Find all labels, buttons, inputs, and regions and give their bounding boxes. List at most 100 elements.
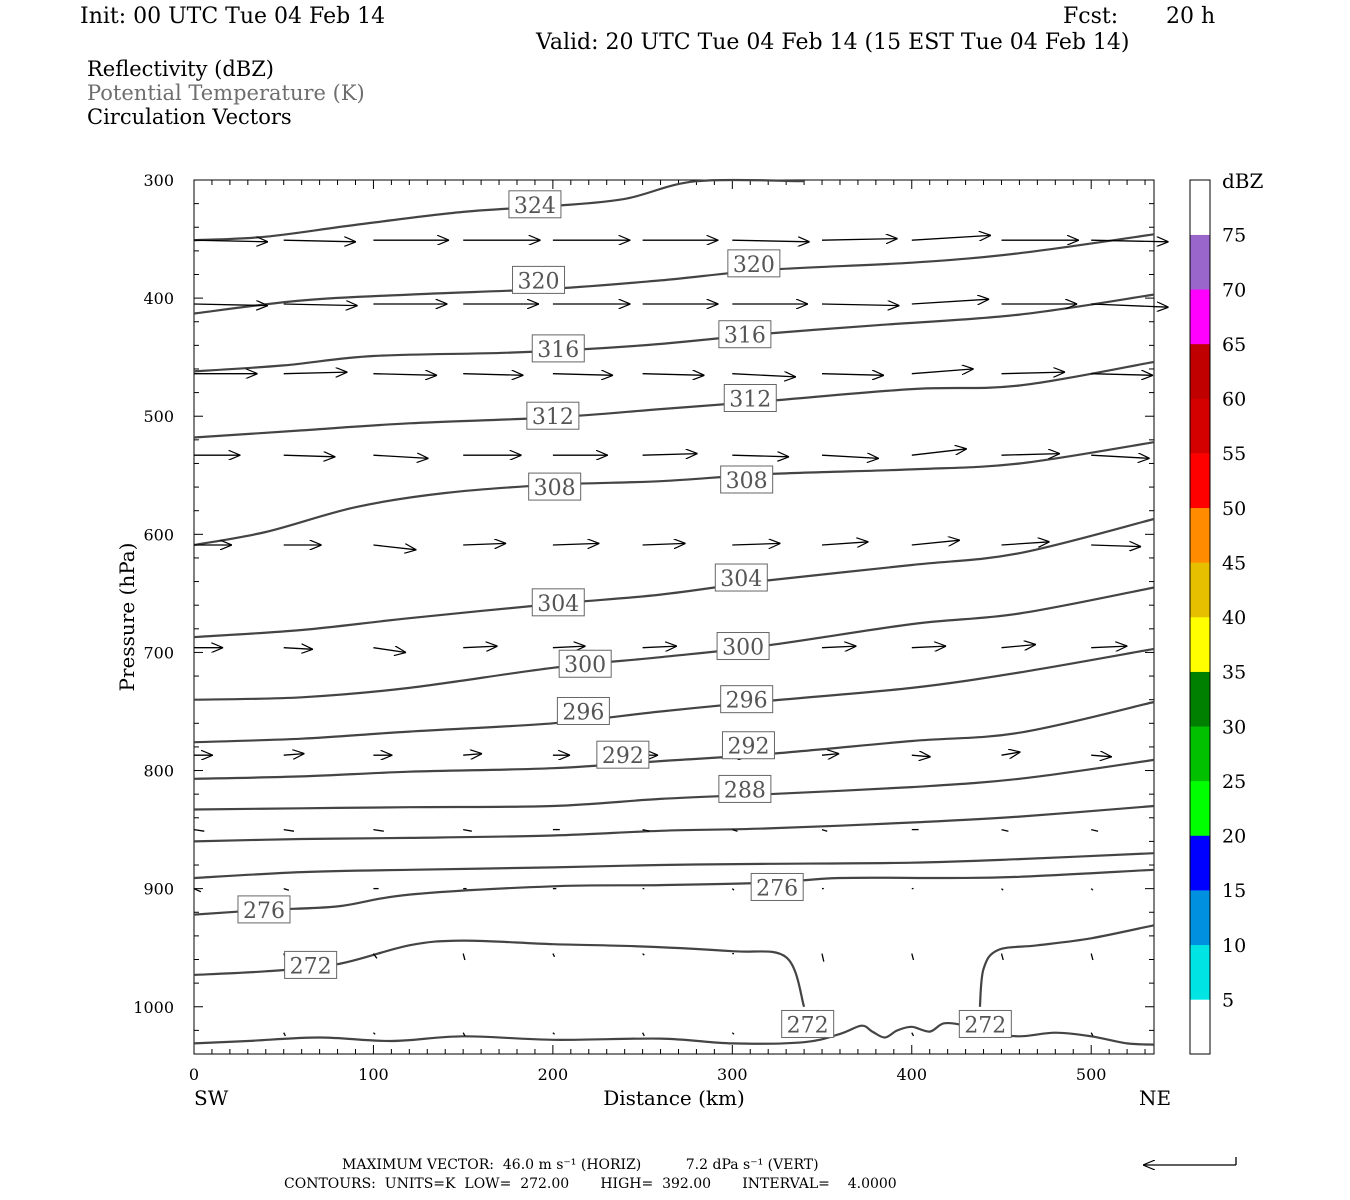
contour-label: 304 bbox=[537, 592, 579, 617]
circulation-vector bbox=[193, 828, 205, 832]
circulation-vector bbox=[642, 953, 645, 956]
isentrope-284 bbox=[193, 804, 1155, 843]
contour-label-box bbox=[958, 1009, 1012, 1038]
contour-label: 292 bbox=[727, 735, 769, 760]
colorbar-swatch bbox=[1190, 726, 1210, 782]
circulation-vector bbox=[552, 646, 586, 648]
y-tick-label: 800 bbox=[143, 762, 174, 781]
contour-label-box bbox=[556, 696, 610, 725]
circulation-vector bbox=[821, 646, 856, 648]
circulation-vector bbox=[463, 646, 497, 648]
circulation-vector bbox=[372, 953, 378, 959]
circulation-vector bbox=[642, 543, 686, 545]
contour-label-box bbox=[512, 265, 566, 294]
contour-label: 324 bbox=[514, 194, 556, 219]
contour-label-box bbox=[718, 320, 772, 349]
colorbar-swatch bbox=[1190, 890, 1210, 946]
axis-ticks: 300 400 500 600 700 800 900 1000 0 100 200 300 400 50… bbox=[133, 171, 1154, 1084]
contour-label: 320 bbox=[733, 253, 775, 278]
circulation-vector bbox=[552, 374, 613, 376]
forecast-label: Fcst: bbox=[1063, 4, 1119, 29]
isentrope-272 bbox=[978, 924, 1155, 1007]
colorbar-swatch bbox=[1190, 234, 1210, 290]
colorbar-swatch bbox=[1190, 835, 1210, 891]
circulation-vector bbox=[821, 542, 869, 545]
contour-label-box bbox=[508, 190, 562, 219]
colorbar-tick-label: 15 bbox=[1222, 880, 1246, 902]
contour-label: 312 bbox=[729, 388, 771, 413]
y-tick-label: 400 bbox=[143, 289, 174, 308]
colorbar-tick-label: 40 bbox=[1222, 607, 1246, 629]
contour-label: 316 bbox=[724, 324, 766, 349]
maximum-vector-note: MAXIMUM VECTOR: 46.0 m s⁻¹ (HORIZ) 7.2 d… bbox=[342, 1157, 819, 1173]
y-tick-label: 700 bbox=[143, 643, 174, 662]
isentrope-316 bbox=[193, 293, 1155, 373]
circulation-vector bbox=[283, 240, 356, 242]
circulation-vector bbox=[911, 953, 915, 961]
valid-time: Valid: 20 UTC Tue 04 Feb 14 (15 EST Tue … bbox=[536, 30, 1130, 55]
circulation-vector bbox=[1091, 304, 1168, 307]
contour-label: 272 bbox=[787, 1013, 829, 1038]
circulation-vector bbox=[731, 1032, 735, 1035]
circulation-vector bbox=[821, 455, 879, 458]
contour-label: 300 bbox=[564, 653, 606, 678]
circulation-vector bbox=[283, 648, 313, 650]
contour-label: 316 bbox=[537, 338, 579, 363]
circulation-vector bbox=[373, 828, 384, 832]
colorbar-tick-label: 65 bbox=[1222, 334, 1246, 356]
isentrope-292 bbox=[193, 700, 1155, 780]
circulation-vector bbox=[732, 828, 738, 832]
y-tick-label: 300 bbox=[143, 171, 174, 190]
colorbar-tick-label: 70 bbox=[1222, 279, 1246, 301]
isentrope-300 bbox=[193, 586, 1155, 701]
colorbar-swatch bbox=[1190, 398, 1210, 454]
circulation-vector bbox=[911, 755, 931, 757]
x-axis-title: Distance (km) bbox=[603, 1086, 745, 1110]
contour-label-box bbox=[531, 334, 585, 363]
contour-label-box bbox=[781, 1009, 835, 1038]
contour-label-box bbox=[531, 588, 585, 617]
circulation-vector bbox=[462, 1032, 466, 1037]
contour-label-box bbox=[750, 872, 804, 901]
circulation-vector bbox=[911, 646, 946, 648]
circulation-vector bbox=[911, 449, 967, 456]
x-tick-label: 300 bbox=[717, 1065, 748, 1084]
contour-label: 276 bbox=[243, 899, 285, 924]
colorbar-tick-label: 5 bbox=[1222, 989, 1234, 1011]
contour-label: 296 bbox=[562, 700, 604, 725]
circulation-vector bbox=[372, 1032, 376, 1035]
colorbar-title: dBZ bbox=[1222, 169, 1264, 193]
colorbar-swatch bbox=[1190, 562, 1210, 618]
circulation-vector bbox=[462, 953, 466, 961]
circulation-vector bbox=[1001, 542, 1050, 545]
circulation-vector bbox=[732, 455, 789, 457]
circulation-vector bbox=[1090, 888, 1094, 891]
circulation-vector bbox=[1091, 646, 1127, 648]
isentrope-280 bbox=[193, 852, 1155, 880]
circulation-vector bbox=[283, 1032, 286, 1037]
colorbar-tick-label: 25 bbox=[1222, 771, 1246, 793]
colorbar-swatch bbox=[1190, 289, 1210, 345]
contour-label: 272 bbox=[964, 1013, 1006, 1038]
contour-label-box bbox=[716, 632, 770, 661]
circulation-vector bbox=[373, 455, 428, 458]
contour-label: 272 bbox=[290, 954, 332, 979]
contour-label-box bbox=[718, 774, 772, 803]
contour-label: 320 bbox=[518, 269, 560, 294]
x-tick-label: 0 bbox=[189, 1065, 199, 1084]
y-tick-label: 500 bbox=[143, 407, 174, 426]
circulation-vector bbox=[1001, 888, 1004, 891]
circulation-vector bbox=[1001, 828, 1009, 832]
colorbar-tick-label: 50 bbox=[1222, 498, 1246, 520]
contour-label: 276 bbox=[756, 876, 798, 901]
y-axis-title: Pressure (hPa) bbox=[115, 543, 139, 692]
x-tick-label: 100 bbox=[358, 1065, 389, 1084]
contour-label: 312 bbox=[532, 405, 574, 430]
field-label-reflectivity: Reflectivity (dBZ) bbox=[87, 57, 275, 81]
contour-label: 288 bbox=[724, 778, 766, 803]
isentrope-324 bbox=[193, 178, 805, 242]
colorbar-swatch bbox=[1190, 453, 1210, 509]
circulation-vector bbox=[463, 543, 506, 545]
contour-label: 308 bbox=[726, 469, 768, 494]
